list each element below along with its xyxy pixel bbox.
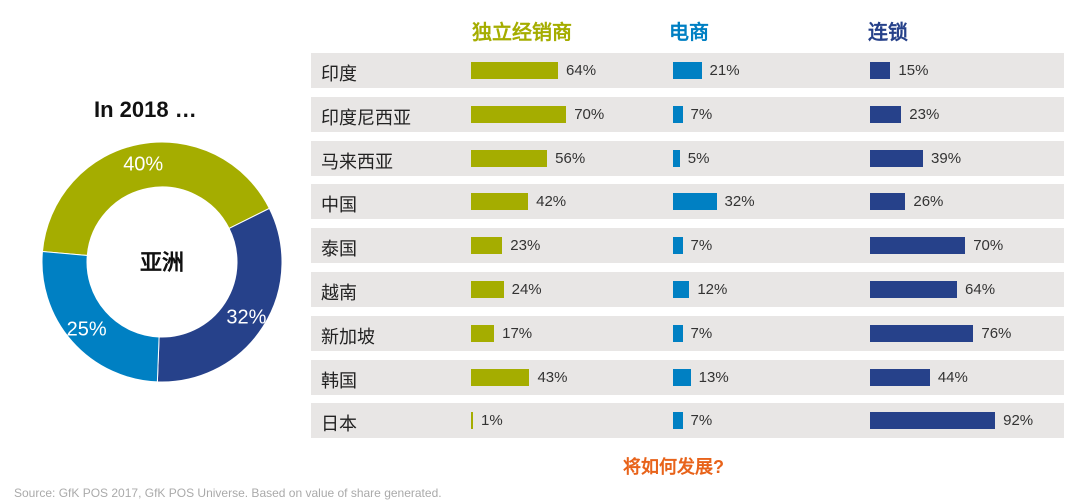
bar bbox=[471, 281, 504, 298]
bar-value-label: 92% bbox=[1003, 412, 1034, 430]
bar-value-label: 64% bbox=[965, 281, 996, 298]
donut-slice bbox=[156, 207, 283, 383]
bar-value-label: 70% bbox=[574, 105, 605, 123]
donut-center-label: 亚洲 bbox=[140, 250, 184, 275]
table-row: 越南 24% 12% 64% bbox=[311, 272, 1064, 307]
bar-value-label: 17% bbox=[502, 324, 533, 342]
table-row: 日本 1% 7% 92% bbox=[311, 403, 1064, 439]
country-label: 日本 bbox=[321, 414, 357, 435]
country-label: 韩国 bbox=[321, 370, 357, 391]
bar bbox=[673, 193, 717, 211]
bar-value-label: 23% bbox=[909, 105, 940, 123]
country-label: 印度尼西亚 bbox=[321, 107, 411, 128]
bar-value-label: 5% bbox=[687, 149, 710, 167]
bar bbox=[471, 412, 473, 430]
bar-value-label: 76% bbox=[981, 324, 1012, 342]
donut-slice-label: 25% bbox=[67, 318, 107, 340]
bar bbox=[471, 324, 495, 342]
donut-title: In 2018 … bbox=[94, 97, 197, 122]
column-header: 连锁 bbox=[868, 22, 908, 44]
bar-value-label: 12% bbox=[697, 281, 728, 298]
bar-value-label: 21% bbox=[709, 62, 740, 79]
bar-value-label: 7% bbox=[690, 237, 713, 255]
bar-value-label: 42% bbox=[536, 193, 567, 211]
bar-value-label: 1% bbox=[481, 412, 503, 430]
bar bbox=[870, 193, 906, 211]
donut-slice bbox=[41, 141, 271, 257]
bar bbox=[673, 324, 683, 342]
bar bbox=[673, 62, 702, 79]
bar-value-label: 64% bbox=[566, 62, 597, 79]
bar bbox=[673, 281, 690, 298]
bar bbox=[471, 368, 530, 386]
bar-value-label: 39% bbox=[931, 149, 962, 167]
country-label: 中国 bbox=[321, 195, 357, 216]
bar bbox=[471, 62, 559, 79]
bar bbox=[870, 237, 966, 255]
bar bbox=[870, 368, 930, 386]
bar bbox=[870, 412, 996, 430]
donut-slice bbox=[41, 250, 160, 383]
bar-value-label: 7% bbox=[690, 105, 713, 123]
bar-value-label: 23% bbox=[510, 237, 541, 255]
bar-value-label: 32% bbox=[724, 193, 755, 211]
bar-value-label: 26% bbox=[913, 193, 944, 211]
country-label: 泰国 bbox=[321, 239, 357, 260]
bar-value-label: 44% bbox=[937, 368, 968, 386]
bar bbox=[471, 149, 548, 167]
bar bbox=[673, 412, 683, 430]
bar bbox=[870, 105, 902, 123]
bar-value-label: 70% bbox=[973, 237, 1004, 255]
table-row: 泰国 23% 7% 70% bbox=[311, 228, 1064, 264]
bar bbox=[870, 324, 974, 342]
table-row: 韩国 43% 13% 44% bbox=[311, 359, 1064, 395]
bar-value-label: 24% bbox=[511, 281, 542, 298]
donut-chart: 40% 32% 25% 亚洲 bbox=[41, 141, 283, 383]
bar bbox=[471, 237, 503, 255]
bar bbox=[471, 193, 529, 211]
table-row: 印度 64% 21% 15% bbox=[311, 53, 1064, 88]
table-row: 中国 42% 32% 26% bbox=[311, 184, 1064, 220]
country-label: 印度 bbox=[321, 64, 357, 84]
table-row: 新加坡 17% 7% 76% bbox=[311, 315, 1064, 351]
bar-value-label: 7% bbox=[690, 324, 713, 342]
bar bbox=[673, 237, 683, 255]
bar bbox=[673, 149, 680, 167]
bar bbox=[673, 105, 683, 123]
country-label: 越南 bbox=[321, 283, 357, 303]
donut-slice-label: 32% bbox=[226, 306, 266, 328]
source-note: Source: GfK POS 2017, GfK POS Universe. … bbox=[14, 486, 442, 500]
table-row: 印度尼西亚 70% 7% 23% bbox=[311, 96, 1064, 132]
bar-value-label: 7% bbox=[690, 412, 713, 430]
bar bbox=[471, 105, 567, 123]
bar-value-label: 43% bbox=[537, 368, 568, 386]
bar bbox=[870, 281, 958, 298]
bar-value-label: 15% bbox=[898, 62, 929, 79]
country-label: 新加坡 bbox=[321, 326, 375, 347]
bar-value-label: 56% bbox=[555, 149, 586, 167]
donut-slice-label: 40% bbox=[123, 153, 163, 175]
bar bbox=[870, 62, 891, 79]
bar-value-label: 13% bbox=[698, 368, 729, 386]
country-label: 马来西亚 bbox=[321, 151, 393, 172]
column-header: 独立经销商 bbox=[472, 22, 572, 44]
bar bbox=[870, 149, 924, 167]
question-text: 将如何发展? bbox=[623, 457, 724, 477]
column-header: 电商 bbox=[669, 22, 709, 44]
bar bbox=[673, 368, 691, 386]
table-row: 马来西亚 56% 5% 39% bbox=[311, 140, 1064, 176]
